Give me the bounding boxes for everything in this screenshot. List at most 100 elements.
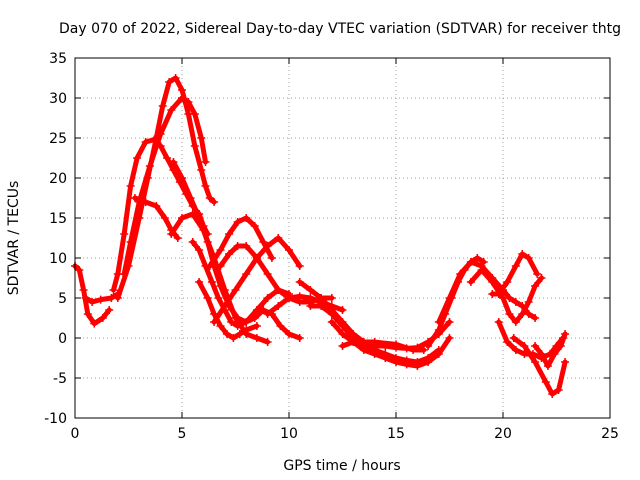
data-point: [242, 326, 251, 334]
data-point: [216, 322, 225, 330]
data-point: [109, 286, 118, 294]
data-point: [494, 290, 503, 298]
series-line: [121, 95, 208, 277]
data-point: [434, 350, 443, 358]
data-point: [190, 110, 199, 118]
data-point: [235, 330, 244, 338]
data-point: [205, 262, 214, 270]
data-point: [207, 278, 216, 286]
data-point: [252, 322, 261, 330]
data-point: [165, 78, 174, 86]
series-layer: [71, 74, 570, 398]
data-point: [201, 182, 210, 190]
data-point: [511, 318, 520, 326]
data-point: [220, 302, 229, 310]
data-point: [306, 302, 315, 310]
data-point: [327, 294, 336, 302]
y-tick-label: 30: [49, 91, 67, 107]
data-point: [233, 322, 242, 330]
data-point: [141, 138, 150, 146]
data-point: [203, 294, 212, 302]
x-tick-label: 20: [494, 426, 512, 442]
data-point: [133, 154, 142, 162]
data-point: [242, 242, 251, 250]
data-point: [561, 330, 570, 338]
data-point: [105, 306, 114, 314]
series-trace-5: [120, 94, 210, 278]
data-point: [306, 294, 315, 302]
data-point: [188, 238, 197, 246]
data-point: [205, 194, 214, 202]
data-point: [503, 278, 512, 286]
data-point: [295, 278, 304, 286]
data-point: [285, 330, 293, 338]
data-point: [550, 350, 559, 358]
data-point: [445, 294, 454, 302]
data-point: [216, 262, 225, 270]
data-point: [160, 214, 169, 222]
series-line: [468, 267, 544, 325]
x-tick-label: 15: [387, 426, 405, 442]
y-tick-label: 20: [49, 171, 67, 187]
data-point: [327, 310, 336, 318]
data-point: [466, 258, 475, 266]
data-point: [537, 274, 546, 282]
data-point: [120, 270, 129, 278]
series-trace-24: [509, 334, 570, 398]
data-point: [338, 330, 347, 338]
data-point: [295, 334, 304, 342]
series-trace-18: [338, 338, 428, 354]
data-point: [370, 350, 379, 358]
data-point: [197, 134, 206, 142]
data-point: [274, 302, 283, 310]
data-point: [216, 282, 225, 290]
data-point: [274, 234, 283, 242]
data-point: [434, 326, 443, 334]
series-line: [168, 211, 271, 345]
data-point: [88, 298, 97, 306]
data-point: [79, 286, 88, 294]
data-point: [171, 74, 180, 82]
data-point: [543, 362, 552, 370]
data-point: [533, 270, 542, 278]
data-point: [276, 322, 285, 330]
data-point: [402, 360, 411, 369]
data-point: [259, 306, 268, 314]
data-point: [156, 130, 165, 138]
y-tick-label: 15: [49, 211, 67, 227]
data-point: [113, 294, 122, 302]
data-point: [434, 318, 443, 326]
data-point: [98, 314, 107, 322]
data-point: [518, 250, 527, 258]
data-point: [178, 86, 186, 94]
x-tick-label: 10: [280, 426, 298, 442]
data-point: [511, 262, 520, 270]
data-point: [90, 319, 99, 328]
data-point: [263, 242, 272, 250]
data-point: [250, 222, 259, 230]
data-point: [531, 314, 540, 322]
data-point: [259, 238, 268, 246]
data-point: [295, 262, 304, 270]
data-point: [233, 218, 242, 226]
data-point: [186, 194, 195, 202]
data-point: [158, 102, 167, 110]
data-point: [317, 302, 326, 310]
data-point: [75, 266, 84, 274]
data-point: [252, 254, 261, 262]
series-line: [72, 263, 112, 327]
data-point: [252, 334, 261, 342]
data-point: [233, 242, 242, 250]
data-point: [556, 342, 565, 350]
x-tick-label: 25: [601, 426, 619, 442]
y-tick-label: -5: [53, 371, 67, 387]
data-point: [216, 246, 225, 254]
data-point: [263, 294, 272, 302]
series-trace-1: [71, 262, 114, 328]
data-point: [242, 318, 251, 326]
data-point: [505, 310, 514, 318]
y-tick-label: 5: [58, 291, 67, 307]
data-point: [210, 318, 219, 326]
data-point: [424, 358, 433, 366]
